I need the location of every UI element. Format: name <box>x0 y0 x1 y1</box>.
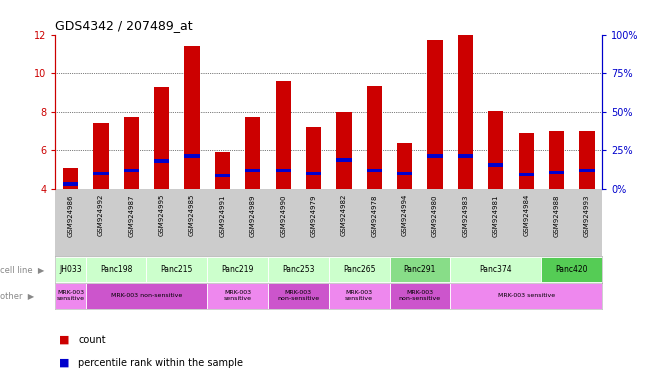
Text: MRK-003
sensitive: MRK-003 sensitive <box>57 290 85 301</box>
Bar <box>428 154 443 158</box>
Bar <box>450 283 602 309</box>
Bar <box>488 163 503 167</box>
Text: GSM924984: GSM924984 <box>523 194 529 237</box>
Bar <box>549 171 564 174</box>
Bar <box>124 169 139 172</box>
Bar <box>519 173 534 176</box>
Text: Panc253: Panc253 <box>282 265 314 274</box>
Text: GSM924990: GSM924990 <box>280 194 286 237</box>
Text: GSM924993: GSM924993 <box>584 194 590 237</box>
Text: GSM924985: GSM924985 <box>189 194 195 237</box>
Bar <box>542 257 602 282</box>
Text: Panc265: Panc265 <box>343 265 376 274</box>
Bar <box>389 257 450 282</box>
Text: GSM924991: GSM924991 <box>219 194 225 237</box>
Bar <box>367 169 382 172</box>
Text: JH033: JH033 <box>59 265 82 274</box>
Bar <box>86 257 146 282</box>
Bar <box>367 86 382 189</box>
Text: GSM924995: GSM924995 <box>159 194 165 237</box>
Bar <box>124 118 139 189</box>
Bar <box>450 257 542 282</box>
Text: GSM924982: GSM924982 <box>341 194 347 237</box>
Bar <box>63 182 78 186</box>
Bar <box>337 112 352 189</box>
Bar <box>306 127 321 189</box>
Text: ■: ■ <box>59 358 69 368</box>
Bar <box>245 169 260 172</box>
Bar <box>146 257 207 282</box>
Text: GSM924978: GSM924978 <box>371 194 378 237</box>
Bar <box>549 131 564 189</box>
Text: ■: ■ <box>59 335 69 345</box>
Text: MRK-003 sensitive: MRK-003 sensitive <box>497 293 555 298</box>
Text: other  ▶: other ▶ <box>0 291 35 300</box>
Bar <box>275 81 291 189</box>
Bar <box>458 35 473 189</box>
Text: MRK-003
non-sensitive: MRK-003 non-sensitive <box>277 290 320 301</box>
Bar <box>55 283 86 309</box>
Bar <box>268 283 329 309</box>
Bar <box>428 40 443 189</box>
Text: count: count <box>78 335 105 345</box>
Text: Panc215: Panc215 <box>161 265 193 274</box>
Bar <box>184 154 200 158</box>
Bar <box>63 167 78 189</box>
Bar <box>329 257 389 282</box>
Text: Panc374: Panc374 <box>480 265 512 274</box>
Text: MRK-003
non-sensitive: MRK-003 non-sensitive <box>399 290 441 301</box>
Bar <box>329 283 389 309</box>
Bar <box>154 86 169 189</box>
Text: MRK-003
sensitive: MRK-003 sensitive <box>223 290 252 301</box>
Bar <box>245 118 260 189</box>
Text: GSM924979: GSM924979 <box>311 194 316 237</box>
Bar <box>519 133 534 189</box>
Text: GSM924992: GSM924992 <box>98 194 104 237</box>
Bar <box>397 172 412 175</box>
Bar <box>154 159 169 163</box>
Bar <box>86 283 207 309</box>
Bar <box>93 172 109 175</box>
Bar <box>215 174 230 177</box>
Bar <box>458 154 473 158</box>
Bar <box>488 111 503 189</box>
Text: cell line  ▶: cell line ▶ <box>0 265 44 274</box>
Bar <box>215 152 230 189</box>
Text: GSM924989: GSM924989 <box>250 194 256 237</box>
Text: Panc198: Panc198 <box>100 265 132 274</box>
Text: MRK-003 non-sensitive: MRK-003 non-sensitive <box>111 293 182 298</box>
Bar <box>579 169 594 172</box>
Bar <box>93 123 109 189</box>
Bar <box>55 257 86 282</box>
Bar <box>389 283 450 309</box>
Text: GSM924983: GSM924983 <box>462 194 469 237</box>
Text: GSM924987: GSM924987 <box>128 194 134 237</box>
Bar <box>184 46 200 189</box>
Text: MRK-003
sensitive: MRK-003 sensitive <box>345 290 373 301</box>
Bar <box>268 257 329 282</box>
Text: GSM924981: GSM924981 <box>493 194 499 237</box>
Bar <box>207 257 268 282</box>
Text: Panc420: Panc420 <box>555 265 588 274</box>
Text: GDS4342 / 207489_at: GDS4342 / 207489_at <box>55 19 193 32</box>
Bar <box>207 283 268 309</box>
Text: Panc219: Panc219 <box>221 265 254 274</box>
Text: Panc291: Panc291 <box>404 265 436 274</box>
Text: GSM924986: GSM924986 <box>68 194 74 237</box>
Bar <box>275 169 291 172</box>
Bar <box>337 158 352 162</box>
Text: GSM924980: GSM924980 <box>432 194 438 237</box>
Text: percentile rank within the sample: percentile rank within the sample <box>78 358 243 368</box>
Bar <box>306 172 321 175</box>
Text: GSM924994: GSM924994 <box>402 194 408 237</box>
Bar <box>397 143 412 189</box>
Text: GSM924988: GSM924988 <box>553 194 560 237</box>
Bar <box>579 131 594 189</box>
